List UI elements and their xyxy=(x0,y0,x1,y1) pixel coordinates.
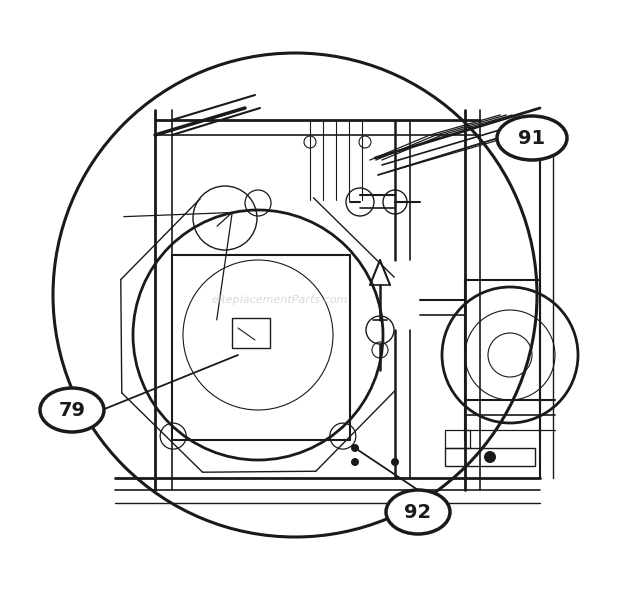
Circle shape xyxy=(484,451,496,463)
Circle shape xyxy=(351,444,359,452)
Bar xyxy=(232,318,270,348)
Bar xyxy=(445,448,535,466)
Text: 91: 91 xyxy=(518,129,546,148)
Ellipse shape xyxy=(497,116,567,160)
Bar xyxy=(445,430,470,448)
Circle shape xyxy=(351,458,359,466)
Text: 92: 92 xyxy=(404,503,432,521)
Text: 79: 79 xyxy=(58,400,86,419)
Circle shape xyxy=(391,458,399,466)
Ellipse shape xyxy=(386,490,450,534)
Text: eReplacementParts.com: eReplacementParts.com xyxy=(212,295,348,305)
Ellipse shape xyxy=(40,388,104,432)
